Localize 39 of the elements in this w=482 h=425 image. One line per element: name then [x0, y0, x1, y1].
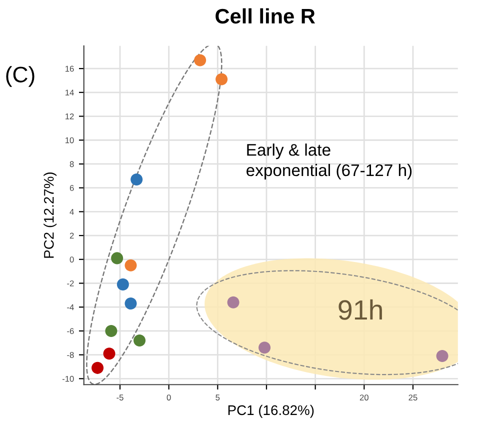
point — [124, 259, 137, 272]
annotation: Early & late exponential (67-127 h) — [246, 144, 412, 180]
y-tick-label: 10 — [66, 137, 74, 144]
x-tick-label: 25 — [408, 394, 418, 400]
point — [130, 173, 143, 186]
x-tick-label: -5 — [116, 394, 124, 400]
point — [194, 54, 206, 66]
annotation: 91h — [338, 299, 382, 320]
y-tick-label: -8 — [67, 352, 74, 358]
y-tick-label: 6 — [70, 185, 74, 191]
point — [436, 350, 448, 362]
y-tick-label: 16 — [66, 66, 74, 72]
y-tick-label: 8 — [70, 161, 74, 168]
point — [258, 342, 271, 354]
point — [92, 362, 104, 374]
point — [103, 348, 116, 360]
point — [116, 278, 129, 290]
point — [227, 296, 240, 308]
text: (C) — [6, 66, 34, 87]
y-tick-label: 12 — [66, 113, 74, 120]
y-tick-label: -10 — [62, 376, 74, 382]
y-tick-label: 2 — [70, 232, 74, 239]
y-tick-label: 14 — [66, 90, 74, 96]
y-tick-label: -4 — [67, 304, 74, 310]
point — [105, 324, 118, 337]
x-tick-label: 5 — [216, 394, 220, 400]
x-tick-label: 0 — [166, 394, 171, 400]
y-tick-label: 0 — [70, 256, 74, 262]
point — [216, 73, 228, 86]
y-tick-label: 4 — [70, 208, 74, 215]
chart-title: Cell line R — [216, 8, 316, 24]
point — [134, 334, 146, 347]
point — [111, 252, 124, 264]
x-tick-label: 20 — [360, 394, 368, 400]
y-axis-title: PC2 (12.27%) — [44, 172, 57, 258]
y-tick-label: -2 — [67, 280, 74, 286]
x-axis-title: PC1 (16.82%) — [228, 404, 314, 418]
y-tick-label: -6 — [67, 328, 74, 334]
point — [124, 298, 137, 310]
